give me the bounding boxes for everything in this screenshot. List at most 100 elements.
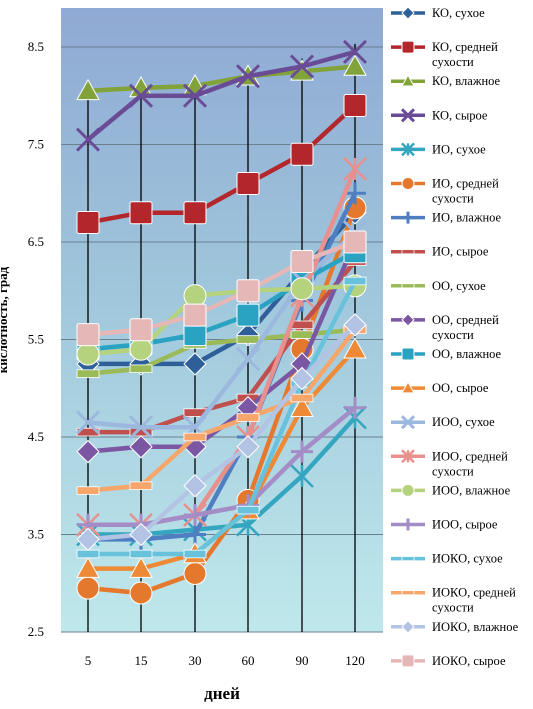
data-point [182, 83, 208, 108]
legend-item: ОО, средней сухости [391, 313, 499, 342]
legend-item: ИОО, сырое [391, 518, 498, 532]
legend-label: ИОКО, средней сухости [432, 586, 516, 615]
data-point [128, 415, 154, 440]
data-point [401, 6, 415, 20]
x-tick-label: 90 [296, 653, 309, 668]
data-point [76, 549, 100, 559]
data-point [129, 337, 153, 361]
data-point [400, 108, 416, 123]
data-point [183, 562, 207, 585]
data-point [290, 330, 314, 339]
data-point [343, 313, 367, 337]
legend-label: ИО, влажное [432, 211, 502, 225]
data-point [343, 276, 367, 286]
series-4 [75, 39, 368, 152]
legend-item: ИОО, влажное [391, 483, 511, 497]
data-point [236, 303, 260, 327]
legend-label: ИОО, сухое [432, 415, 495, 429]
series-2 [76, 94, 367, 234]
data-point [76, 556, 100, 578]
data-point [401, 347, 415, 361]
data-point [401, 249, 415, 255]
data-point [235, 346, 261, 372]
legend-label: ИОКО, сырое [432, 654, 506, 668]
data-point [236, 335, 260, 344]
legend-item: ИОО, средней сухости [391, 449, 508, 478]
series-20 [76, 230, 367, 347]
data-point [401, 449, 415, 464]
data-point [290, 250, 314, 273]
data-point [236, 435, 260, 459]
data-point [236, 505, 260, 515]
data-point [183, 474, 207, 498]
legend-item: ИОКО, влажное [391, 620, 519, 634]
legend-item: ИО, сырое [391, 245, 489, 259]
legend-item: ИО, влажное [391, 211, 502, 225]
legend-label: КО, влажное [432, 74, 501, 88]
legend-item: ОО, сырое [391, 381, 489, 395]
legend-label: КО, средней сухости [432, 40, 498, 69]
legend-label: ИОКО, влажное [432, 620, 519, 634]
y-tick-label: 2.5 [28, 624, 44, 639]
data-point [290, 142, 314, 166]
y-tick-label: 7.5 [28, 137, 44, 152]
data-point [236, 172, 260, 195]
data-point [401, 620, 415, 634]
data-point [236, 279, 260, 303]
legend-item: КО, сырое [391, 108, 488, 123]
data-point [401, 283, 415, 289]
data-point [343, 156, 367, 181]
data-point [401, 142, 415, 157]
data-point [289, 54, 315, 79]
data-point [184, 504, 206, 526]
legend-item: ОО, влажное [391, 347, 502, 361]
legend-item: ИО, средней сухости [391, 177, 499, 206]
data-point [129, 364, 153, 373]
data-point [76, 439, 100, 464]
data-point [290, 320, 314, 330]
legend-label: ИОКО, сухое [432, 552, 503, 566]
data-point [76, 486, 100, 495]
legend-label: ИОО, сырое [432, 518, 498, 532]
legend-label: ИО, средней сухости [432, 177, 499, 206]
data-point [129, 318, 153, 342]
data-point [76, 342, 100, 366]
legend-label: КО, сырое [432, 108, 488, 122]
legend-label: ИОО, средней сухости [432, 449, 508, 478]
data-point [129, 549, 153, 559]
legend-item: ИОКО, сухое [391, 552, 503, 566]
legend-label: КО, сухое [432, 6, 485, 20]
data-point [128, 83, 154, 108]
data-point [343, 94, 367, 117]
data-point [401, 590, 415, 596]
data-point [402, 518, 414, 531]
data-point [129, 201, 153, 225]
data-point [76, 369, 100, 378]
data-point [75, 127, 101, 152]
legend: КО, сухое КО, средней сухости КО, влажное КО… [391, 6, 519, 668]
y-tick-label: 6.5 [28, 234, 44, 249]
data-point [129, 581, 153, 605]
data-point [401, 40, 415, 54]
data-point [401, 556, 415, 562]
legend-item: ИОКО, средней сухости [391, 586, 516, 615]
legend-label: ИО, сырое [432, 245, 489, 259]
x-axis-title: дней [204, 684, 240, 703]
data-point [129, 435, 153, 459]
legend-label: ИОО, влажное [432, 483, 511, 497]
data-point [290, 395, 314, 418]
x-tick-label: 60 [242, 653, 255, 668]
data-point [401, 381, 415, 394]
data-point [76, 323, 100, 347]
legend-item: ИОО, сухое [391, 415, 495, 430]
legend-item: КО, сухое [391, 6, 485, 20]
data-point [290, 366, 314, 391]
data-point [75, 410, 101, 435]
y-tick-label: 8.5 [28, 39, 44, 54]
series-19 [76, 313, 367, 552]
x-tick-label: 5 [85, 653, 92, 668]
y-tick-label: 5.5 [28, 332, 44, 347]
x-tick-label: 120 [345, 653, 365, 668]
data-point [183, 549, 207, 559]
